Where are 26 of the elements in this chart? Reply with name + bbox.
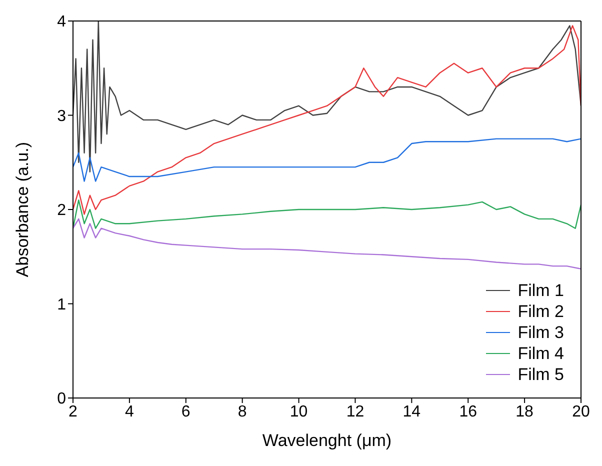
x-tick-label: 20: [572, 403, 590, 420]
line-series: [73, 25, 581, 215]
x-axis-title: Wavelenght (μm): [262, 431, 392, 450]
x-tick-label: 8: [238, 403, 247, 420]
x-tick-label: 14: [402, 403, 421, 420]
x-tick-label: 6: [181, 403, 190, 420]
legend-label: Film 5: [518, 364, 564, 385]
x-tick-label: 16: [459, 403, 478, 420]
x-tick-label: 10: [290, 403, 308, 420]
x-tick-label: 18: [516, 403, 534, 420]
legend-label: Film 1: [518, 280, 564, 301]
x-tick-label: 12: [346, 403, 364, 420]
y-tick-label: 4: [57, 14, 66, 31]
legend-label: Film 2: [518, 301, 564, 322]
line-series: [73, 138, 581, 182]
legend-label: Film 4: [518, 343, 564, 364]
y-axis-title: Absorbance (a.u.): [13, 142, 32, 278]
y-tick-label: 2: [57, 202, 66, 220]
legend-label: Film 3: [518, 322, 564, 343]
y-tick-label: 1: [57, 296, 66, 314]
x-tick-label: 2: [68, 403, 78, 420]
x-tick-label: 4: [124, 403, 134, 420]
line-series: [73, 199, 581, 229]
y-tick-label: 0: [57, 390, 66, 408]
y-tick-label: 3: [57, 108, 66, 125]
line-series: [73, 218, 581, 270]
